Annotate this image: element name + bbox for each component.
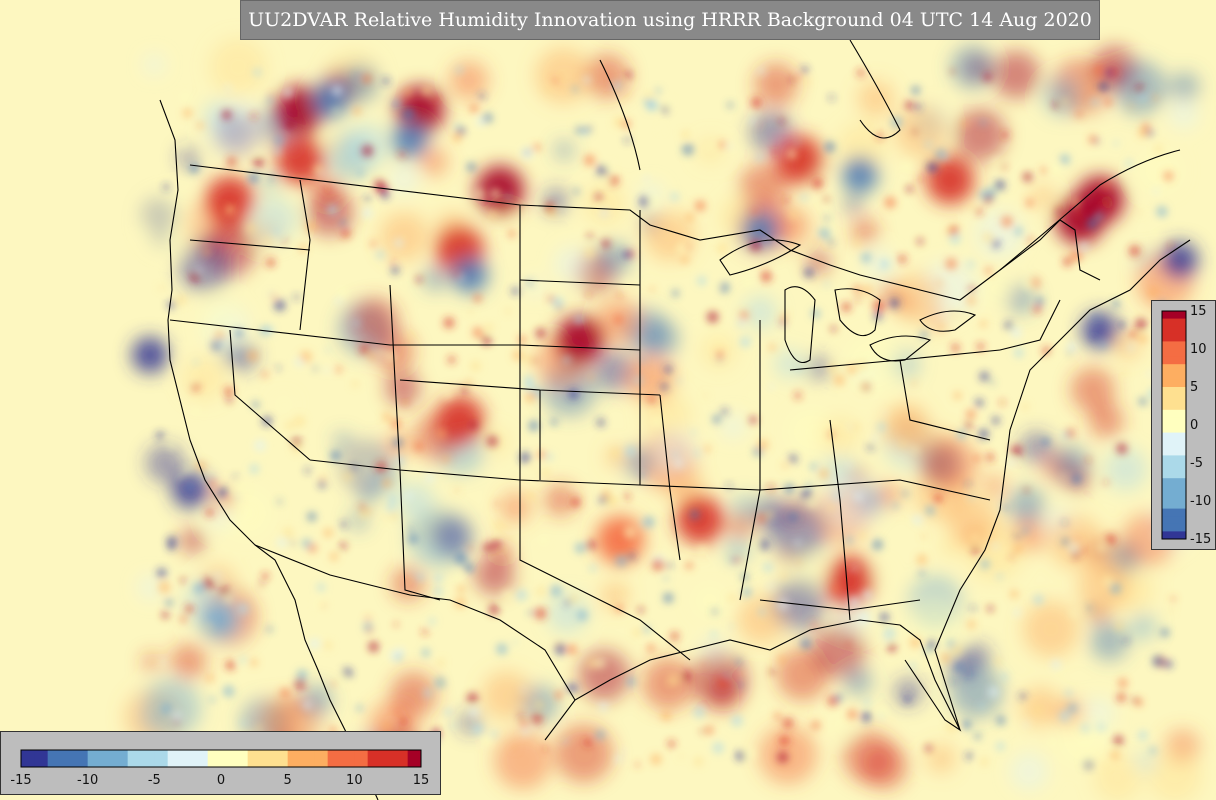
- colorbar-horizontal: -15 -10 -5 0 5 10 15: [0, 731, 441, 795]
- colorbar-tick-label: -5: [1190, 456, 1203, 471]
- colorbar-tick-label: -15: [1190, 532, 1211, 547]
- colorbar-tick-label: 15: [413, 773, 430, 788]
- colorbar-tick-label: -10: [1190, 494, 1211, 509]
- colorbar-tick-label: -10: [77, 773, 98, 788]
- land-boundaries: [159, 39, 1191, 800]
- map-title: UU2DVAR Relative Humidity Innovation usi…: [240, 0, 1100, 40]
- colorbar-tick-label: 10: [346, 773, 363, 788]
- colorbar-tick-label: 5: [284, 773, 292, 788]
- colorbar-vertical: 15 10 5 0 -5 -10 -15: [1151, 300, 1216, 550]
- colorbar-tick-label: 0: [217, 773, 225, 788]
- colorbar-tick-label: 0: [1190, 418, 1198, 433]
- colorbar-tick-label: 5: [1190, 380, 1198, 395]
- colorbar-tick-label: 10: [1190, 342, 1207, 357]
- colorbar-tick-label: -15: [10, 773, 31, 788]
- colorbar-tick-label: -5: [148, 773, 161, 788]
- colorbar-tick-label: 15: [1190, 304, 1207, 319]
